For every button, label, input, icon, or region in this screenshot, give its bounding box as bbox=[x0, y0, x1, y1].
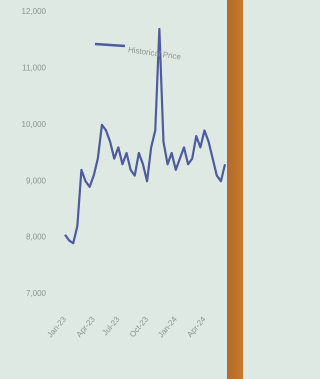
y-tick-label: 11,000 bbox=[22, 64, 46, 73]
y-tick-label: 8,000 bbox=[26, 233, 47, 242]
legend-swatch bbox=[95, 44, 125, 46]
x-tick-label: Oct-23 bbox=[128, 314, 151, 339]
x-tick-label: Jul-23 bbox=[101, 314, 122, 337]
y-tick-label: 12,000 bbox=[22, 7, 47, 16]
page: 7,000 8,000 9,000 10,000 11,000 12,000 Jan-23 A… bbox=[0, 0, 243, 379]
x-tick-label: Jan-23 bbox=[46, 314, 69, 339]
y-tick-label: 9,000 bbox=[26, 176, 47, 185]
x-tick-label: Apr-23 bbox=[75, 314, 98, 339]
y-tick-label: 7,000 bbox=[26, 289, 47, 298]
y-tick-label: 10,000 bbox=[22, 120, 47, 129]
chart: 7,000 8,000 9,000 10,000 11,000 12,000 Jan-23 A… bbox=[0, 0, 243, 379]
screen-edge bbox=[227, 0, 243, 379]
line-series bbox=[65, 29, 225, 243]
x-tick-label: Jan-24 bbox=[156, 314, 179, 339]
x-tick-label: Apr-24 bbox=[185, 314, 208, 339]
legend-label: Historical Price bbox=[127, 45, 182, 61]
